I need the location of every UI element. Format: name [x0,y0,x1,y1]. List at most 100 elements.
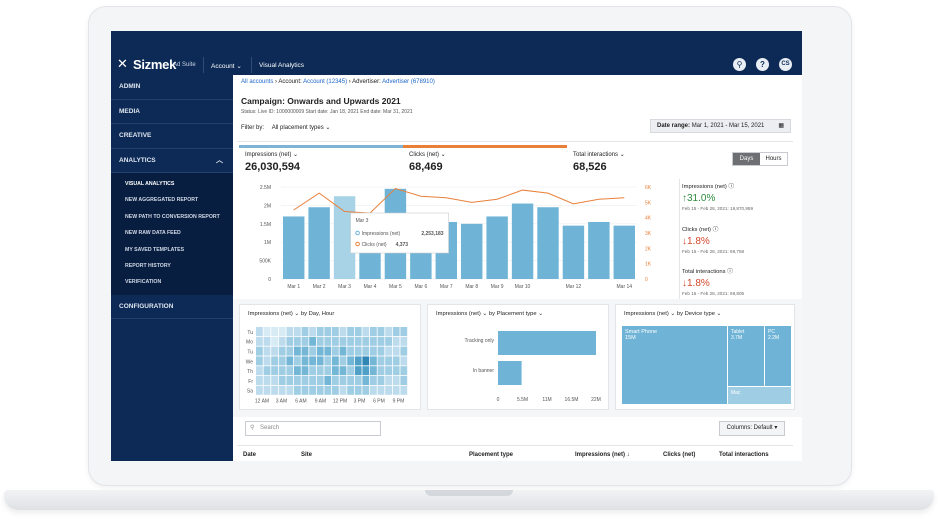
heatmap-cell[interactable] [256,366,263,376]
heatmap-cell[interactable] [354,346,362,356]
heatmap-cell[interactable] [316,385,324,395]
heatmap-cell[interactable] [332,366,339,376]
heatmap-cell[interactable] [400,336,408,346]
heatmap-cell[interactable] [400,376,408,385]
heatmap-cell[interactable] [354,366,362,376]
heatmap-cell[interactable] [385,366,392,376]
bar-mar-9[interactable] [486,216,508,279]
heatmap-cell[interactable] [324,346,332,356]
heatmap-cell[interactable] [332,327,339,336]
placement-bar[interactable] [498,361,522,385]
heatmap-cell[interactable] [286,356,294,366]
heatmap-cell[interactable] [286,327,294,336]
heatmap-cell[interactable] [362,366,370,376]
column-header-date[interactable]: Date [243,452,257,458]
heatmap-cell[interactable] [354,327,362,336]
heatmap-cell[interactable] [392,356,400,366]
placement-bar[interactable] [498,331,596,355]
heatmap-cell[interactable] [316,366,324,376]
heatmap-cell[interactable] [324,356,332,366]
heatmap-cell[interactable] [392,336,400,346]
heatmap-cell[interactable] [263,356,271,366]
breadcrumb-account[interactable]: Account (12345) [303,79,348,85]
heatmap-cell[interactable] [339,366,347,376]
breadcrumb-all-accounts[interactable]: All accounts [241,79,274,85]
heatmap-cell[interactable] [316,356,324,366]
sidebar-item-new-path-to-conversion[interactable]: NEW PATH TO CONVERSION REPORT [125,213,220,220]
heatmap-cell[interactable] [256,385,263,395]
kpi-impressions[interactable]: Impressions (net) ⌄ 26,030,594 [239,145,403,177]
heatmap-cell[interactable] [256,376,263,385]
heatmap-cell[interactable] [256,346,263,356]
treemap-pc[interactable]: PC 2.2M [765,326,791,386]
bar-mar-13[interactable] [588,221,610,279]
heatmap-cell[interactable] [370,356,377,366]
heatmap-cell[interactable] [400,327,408,336]
heatmap-cell[interactable] [309,346,316,356]
heatmap-cell[interactable] [332,346,339,356]
device-dimension[interactable]: Device type [684,311,715,317]
heatmap-cell[interactable] [301,327,309,336]
heatmap-cell[interactable] [370,366,377,376]
heatmap-cell[interactable] [377,385,385,395]
search-icon[interactable]: ⚲ [733,58,746,71]
heatmap-cell[interactable] [324,385,332,395]
heatmap-cell[interactable] [263,366,271,376]
heatmap-cell[interactable] [354,376,362,385]
placement-filter-dropdown[interactable]: All placement types ⌄ [272,125,331,131]
heatmap-cell[interactable] [294,376,301,385]
heatmap-cell[interactable] [362,336,370,346]
heatmap-cell[interactable] [392,346,400,356]
heatmap-cell[interactable] [309,376,316,385]
heatmap-cell[interactable] [332,336,339,346]
heatmap-cell[interactable] [377,366,385,376]
heatmap-cell[interactable] [301,376,309,385]
heatmap-cell[interactable] [324,376,332,385]
heatmap-cell[interactable] [385,385,392,395]
treemap-smart-phone[interactable]: Smart Phone 15M [622,326,727,404]
heatmap-cell[interactable] [309,366,316,376]
heatmap-cell[interactable] [309,356,316,366]
heatmap-cell[interactable] [294,366,301,376]
placement-dimension[interactable]: Placement type [496,311,537,317]
heatmap-cell[interactable] [286,385,294,395]
sidebar-item-media[interactable]: MEDIA [111,100,233,124]
heatmap-cell[interactable] [301,346,309,356]
heatmap-cell[interactable] [316,336,324,346]
heatmap-cell[interactable] [392,327,400,336]
placement-metric[interactable]: Impressions (net) [436,311,481,317]
kpi-clicks[interactable]: Clicks (net) ⌄ 68,469 [403,145,567,177]
heatmap-cell[interactable] [294,346,301,356]
heatmap-cell[interactable] [362,376,370,385]
heatmap-cell[interactable] [256,336,263,346]
heatmap-cell[interactable] [370,385,377,395]
heatmap-cell[interactable] [339,385,347,395]
heatmap-cell[interactable] [362,327,370,336]
heatmap-cell[interactable] [332,356,339,366]
heatmap-cell[interactable] [294,336,301,346]
heatmap-cell[interactable] [263,336,271,346]
heatmap-cell[interactable] [377,356,385,366]
heatmap-cell[interactable] [370,336,377,346]
heatmap-cell[interactable] [400,366,408,376]
date-range-picker[interactable]: Date range: Mar 1, 2021 - Mar 15, 2021 ▦ [650,119,791,133]
heatmap-cell[interactable] [347,366,354,376]
heatmap-cell[interactable] [294,327,301,336]
bar-mar-1[interactable] [283,216,305,279]
heatmap-cell[interactable] [385,346,392,356]
bar-mar-3[interactable] [333,196,356,279]
hours-toggle-button[interactable]: Hours [765,156,782,162]
heatmap-cell[interactable] [347,336,354,346]
heatmap-cell[interactable] [377,376,385,385]
heatmap-cell[interactable] [278,366,286,376]
bar-mar-10[interactable] [511,203,534,279]
user-avatar[interactable]: CS [779,58,792,71]
column-header-clicks[interactable]: Clicks (net) [663,452,696,458]
heatmap-cell[interactable] [339,327,347,336]
sidebar-item-my-saved-templates[interactable]: MY SAVED TEMPLATES [125,246,185,253]
heatmap-cell[interactable] [278,356,286,366]
heatmap-cell[interactable] [271,346,278,356]
heatmap-cell[interactable] [286,376,294,385]
heatmap-cell[interactable] [400,346,408,356]
bar-mar-2[interactable] [308,207,330,279]
